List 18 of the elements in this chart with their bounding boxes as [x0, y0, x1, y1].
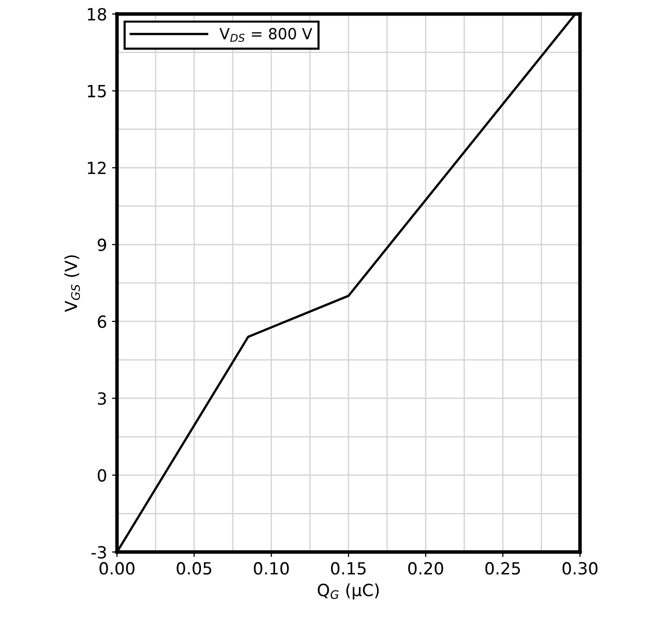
x-tick-label: 0.30	[562, 562, 598, 575]
x-tick-label: 0.20	[408, 562, 444, 575]
y-tick-label: 3	[98, 392, 106, 405]
x-tick-label: 0.05	[176, 562, 212, 575]
x-tick-label: 0.15	[331, 562, 366, 575]
y-tick-label: 15	[88, 85, 106, 98]
y-tick-label: 0	[98, 469, 106, 482]
x-tick-label: 0.10	[254, 562, 289, 575]
y-tick-label: -3	[91, 546, 106, 559]
x-axis-title: Q$_{G}$ (µC)	[318, 583, 379, 600]
y-tick-label: 18	[88, 8, 106, 21]
y-tick-label: 6	[98, 315, 106, 328]
y-axis-title: V$_{GS}$ (V)	[64, 255, 80, 312]
x-tick-label: 0.25	[485, 562, 520, 575]
legend-label: V$_{DS}$ = 800 V	[219, 28, 312, 42]
y-tick-label: 12	[88, 162, 106, 174]
y-tick-label: 9	[98, 238, 106, 252]
x-tick-label: 0.00	[100, 562, 134, 575]
